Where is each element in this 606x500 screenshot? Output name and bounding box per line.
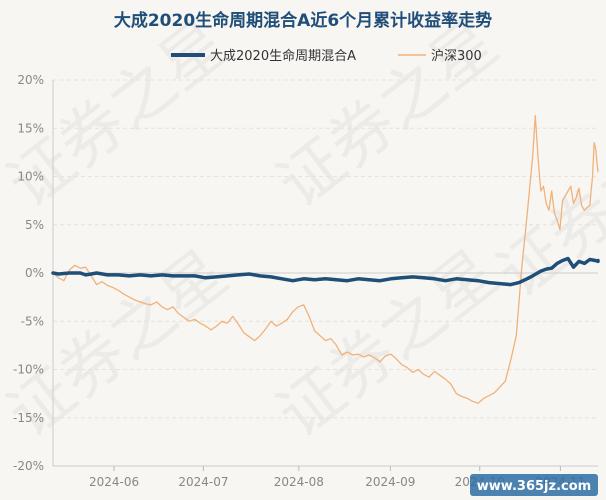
series-lines xyxy=(51,115,600,404)
legend: 大成2020生命周期混合A 沪深300 xyxy=(171,48,482,64)
watermark-text: 证券之星 xyxy=(484,97,606,313)
y-tick-label: -5% xyxy=(21,314,44,328)
watermark-text: 证券之星 xyxy=(264,237,511,453)
y-tick-label: -20% xyxy=(13,459,44,473)
watermark-text: 证券之星 xyxy=(264,7,511,223)
legend-label-fund: 大成2020生命周期混合A xyxy=(210,48,356,64)
y-tick-label: 20% xyxy=(17,73,44,87)
y-tick-label: -15% xyxy=(13,411,44,425)
site-badge-bg xyxy=(470,474,598,496)
x-tick-label: 2024-08 xyxy=(274,475,324,489)
x-tick-label: 2024-07 xyxy=(178,475,228,489)
site-badge-text[interactable]: www.365jz.com xyxy=(477,479,591,494)
y-tick-label: 10% xyxy=(17,170,44,184)
series-line-fund xyxy=(51,256,600,287)
legend-label-index: 沪深300 xyxy=(431,48,482,64)
x-tick-label: 2024-06 xyxy=(89,475,139,489)
y-tick-label: 5% xyxy=(25,218,44,232)
x-tick-label: 2024-09 xyxy=(365,475,415,489)
y-tick-label: 0% xyxy=(25,266,44,280)
series-line-index xyxy=(52,115,599,404)
watermark-text: 证券之星 xyxy=(0,7,242,223)
chart-title: 大成2020生命周期混合A近6个月累计收益率走势 xyxy=(114,10,492,31)
y-tick-label: 15% xyxy=(17,121,44,135)
site-badge[interactable]: www.365jz.com xyxy=(470,474,598,496)
y-axis: 20% 15% 10% 5% 0% -5% -10% -15% -20% xyxy=(13,73,44,473)
y-tick-label: -10% xyxy=(13,363,44,377)
